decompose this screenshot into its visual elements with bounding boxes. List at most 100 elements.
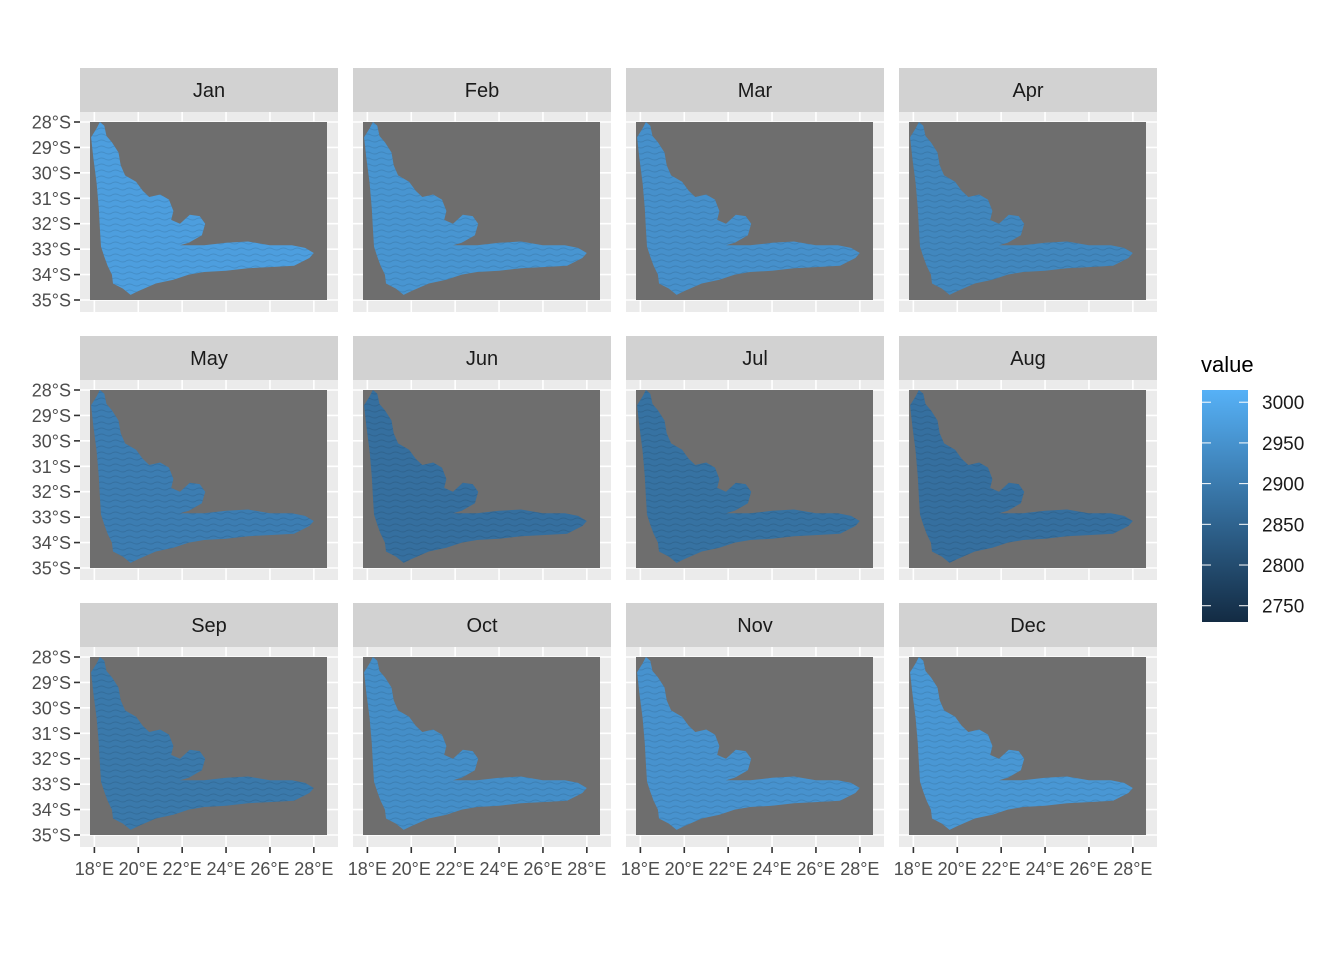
y-tick-label: 28°S bbox=[32, 648, 71, 668]
facet-strip bbox=[899, 68, 1157, 112]
x-tick-label: 20°E bbox=[665, 859, 704, 879]
y-tick-label: 28°S bbox=[32, 113, 71, 133]
facet-strip bbox=[353, 603, 611, 647]
y-tick-label: 31°S bbox=[32, 724, 71, 744]
legend-tick-label: 2750 bbox=[1262, 597, 1304, 618]
x-tick-label: 28°E bbox=[294, 859, 333, 879]
facet-strip-label: Jan bbox=[193, 80, 225, 102]
raster-relief bbox=[637, 122, 860, 295]
facet-panel: Oct 18°E 20°E 22°E 24°E 26°E 28°E bbox=[348, 603, 611, 879]
facet-panel: Mar bbox=[626, 68, 884, 312]
y-tick-label: 33°S bbox=[32, 240, 71, 260]
y-tick-label: 35°S bbox=[32, 291, 71, 311]
x-tick-label: 22°E bbox=[163, 859, 202, 879]
legend-tick-label: 2850 bbox=[1262, 515, 1304, 536]
y-tick-label: 28°S bbox=[32, 381, 71, 401]
y-tick-label: 32°S bbox=[32, 214, 71, 234]
x-axis: 18°E 20°E 22°E 24°E 26°E 28°E bbox=[348, 847, 606, 879]
y-tick-label: 32°S bbox=[32, 482, 71, 502]
y-tick-label: 31°S bbox=[32, 189, 71, 209]
facet-strip-label: Mar bbox=[738, 80, 773, 102]
y-tick-label: 34°S bbox=[32, 265, 71, 285]
x-tick-label: 28°E bbox=[840, 859, 879, 879]
raster-relief bbox=[91, 390, 314, 563]
y-tick-label: 30°S bbox=[32, 163, 71, 183]
x-tick-label: 28°E bbox=[1113, 859, 1152, 879]
raster-relief bbox=[637, 657, 860, 830]
y-tick-label: 33°S bbox=[32, 775, 71, 795]
facet-strip bbox=[626, 336, 884, 380]
y-tick-label: 29°S bbox=[32, 673, 71, 693]
facet-strip bbox=[80, 603, 338, 647]
facet-strip-label: Dec bbox=[1010, 615, 1046, 637]
facet-strip-label: Nov bbox=[737, 615, 773, 637]
raster-relief bbox=[637, 390, 860, 563]
facet-panel: Dec 18°E 20°E 22°E 24°E 26°E 28°E bbox=[894, 603, 1157, 879]
facet-strip-label: Apr bbox=[1012, 80, 1043, 102]
legend: value 3000 2950 2900 2850 2800 2750 bbox=[1201, 352, 1304, 622]
y-tick-label: 32°S bbox=[32, 749, 71, 769]
raster-relief bbox=[364, 122, 587, 295]
legend-tick-label: 2900 bbox=[1262, 475, 1304, 496]
facet-strip bbox=[80, 68, 338, 112]
y-tick-label: 33°S bbox=[32, 508, 71, 528]
legend-tick-label: 2800 bbox=[1262, 556, 1304, 577]
facet-panel: Jul bbox=[626, 336, 884, 580]
x-tick-label: 22°E bbox=[982, 859, 1021, 879]
legend-tick-label: 3000 bbox=[1262, 393, 1304, 414]
legend-tick-label: 2950 bbox=[1262, 434, 1304, 455]
y-tick-label: 31°S bbox=[32, 457, 71, 477]
facet-strip bbox=[899, 603, 1157, 647]
x-tick-label: 24°E bbox=[752, 859, 791, 879]
x-axis: 18°E 20°E 22°E 24°E 26°E 28°E bbox=[621, 847, 879, 879]
facet-panels: Jan 28°S 29°S 30°S 31°S 32°S 33°S 34°S 35°S Feb Ma… bbox=[32, 68, 1157, 879]
x-tick-label: 26°E bbox=[1069, 859, 1108, 879]
facet-panel: Aug bbox=[899, 336, 1157, 580]
y-tick-label: 30°S bbox=[32, 431, 71, 451]
x-tick-label: 24°E bbox=[479, 859, 518, 879]
facet-panel: Apr bbox=[899, 68, 1157, 312]
y-tick-label: 35°S bbox=[32, 826, 71, 846]
x-tick-label: 26°E bbox=[523, 859, 562, 879]
y-axis: 28°S 29°S 30°S 31°S 32°S 33°S 34°S 35°S bbox=[32, 648, 80, 846]
raster-relief bbox=[91, 657, 314, 830]
facet-strip-label: Oct bbox=[466, 615, 498, 637]
x-tick-label: 22°E bbox=[709, 859, 748, 879]
x-tick-label: 18°E bbox=[75, 859, 114, 879]
facet-strip bbox=[899, 336, 1157, 380]
facet-strip-label: Aug bbox=[1010, 348, 1046, 370]
facet-strip bbox=[626, 603, 884, 647]
x-tick-label: 18°E bbox=[621, 859, 660, 879]
x-tick-label: 20°E bbox=[938, 859, 977, 879]
raster-relief bbox=[910, 390, 1133, 563]
x-axis: 18°E 20°E 22°E 24°E 26°E 28°E bbox=[75, 847, 333, 879]
facet-strip bbox=[80, 336, 338, 380]
x-tick-label: 18°E bbox=[894, 859, 933, 879]
legend-ticks: 3000 2950 2900 2850 2800 2750 bbox=[1202, 393, 1304, 618]
x-tick-label: 24°E bbox=[1025, 859, 1064, 879]
facet-strip-label: Feb bbox=[465, 80, 499, 102]
facet-strip bbox=[353, 336, 611, 380]
x-tick-label: 26°E bbox=[250, 859, 289, 879]
facet-strip-label: Jun bbox=[466, 348, 498, 370]
x-tick-label: 22°E bbox=[436, 859, 475, 879]
facet-strip-label: Sep bbox=[191, 615, 227, 637]
raster-relief bbox=[364, 657, 587, 830]
x-tick-label: 20°E bbox=[119, 859, 158, 879]
facet-strip bbox=[353, 68, 611, 112]
x-axis: 18°E 20°E 22°E 24°E 26°E 28°E bbox=[894, 847, 1152, 879]
y-tick-label: 35°S bbox=[32, 559, 71, 579]
raster-relief bbox=[91, 122, 314, 295]
facet-panel: Nov 18°E 20°E 22°E 24°E 26°E 28°E bbox=[621, 603, 884, 879]
facet-panel: Jun bbox=[353, 336, 611, 580]
y-tick-label: 34°S bbox=[32, 800, 71, 820]
x-tick-label: 24°E bbox=[206, 859, 245, 879]
y-tick-label: 29°S bbox=[32, 138, 71, 158]
raster-relief bbox=[364, 390, 587, 563]
y-tick-label: 30°S bbox=[32, 698, 71, 718]
raster-relief bbox=[910, 657, 1133, 830]
facet-panel: Jan 28°S 29°S 30°S 31°S 32°S 33°S 34°S 35°S bbox=[32, 68, 338, 312]
y-axis: 28°S 29°S 30°S 31°S 32°S 33°S 34°S 35°S bbox=[32, 113, 80, 311]
x-tick-label: 28°E bbox=[567, 859, 606, 879]
